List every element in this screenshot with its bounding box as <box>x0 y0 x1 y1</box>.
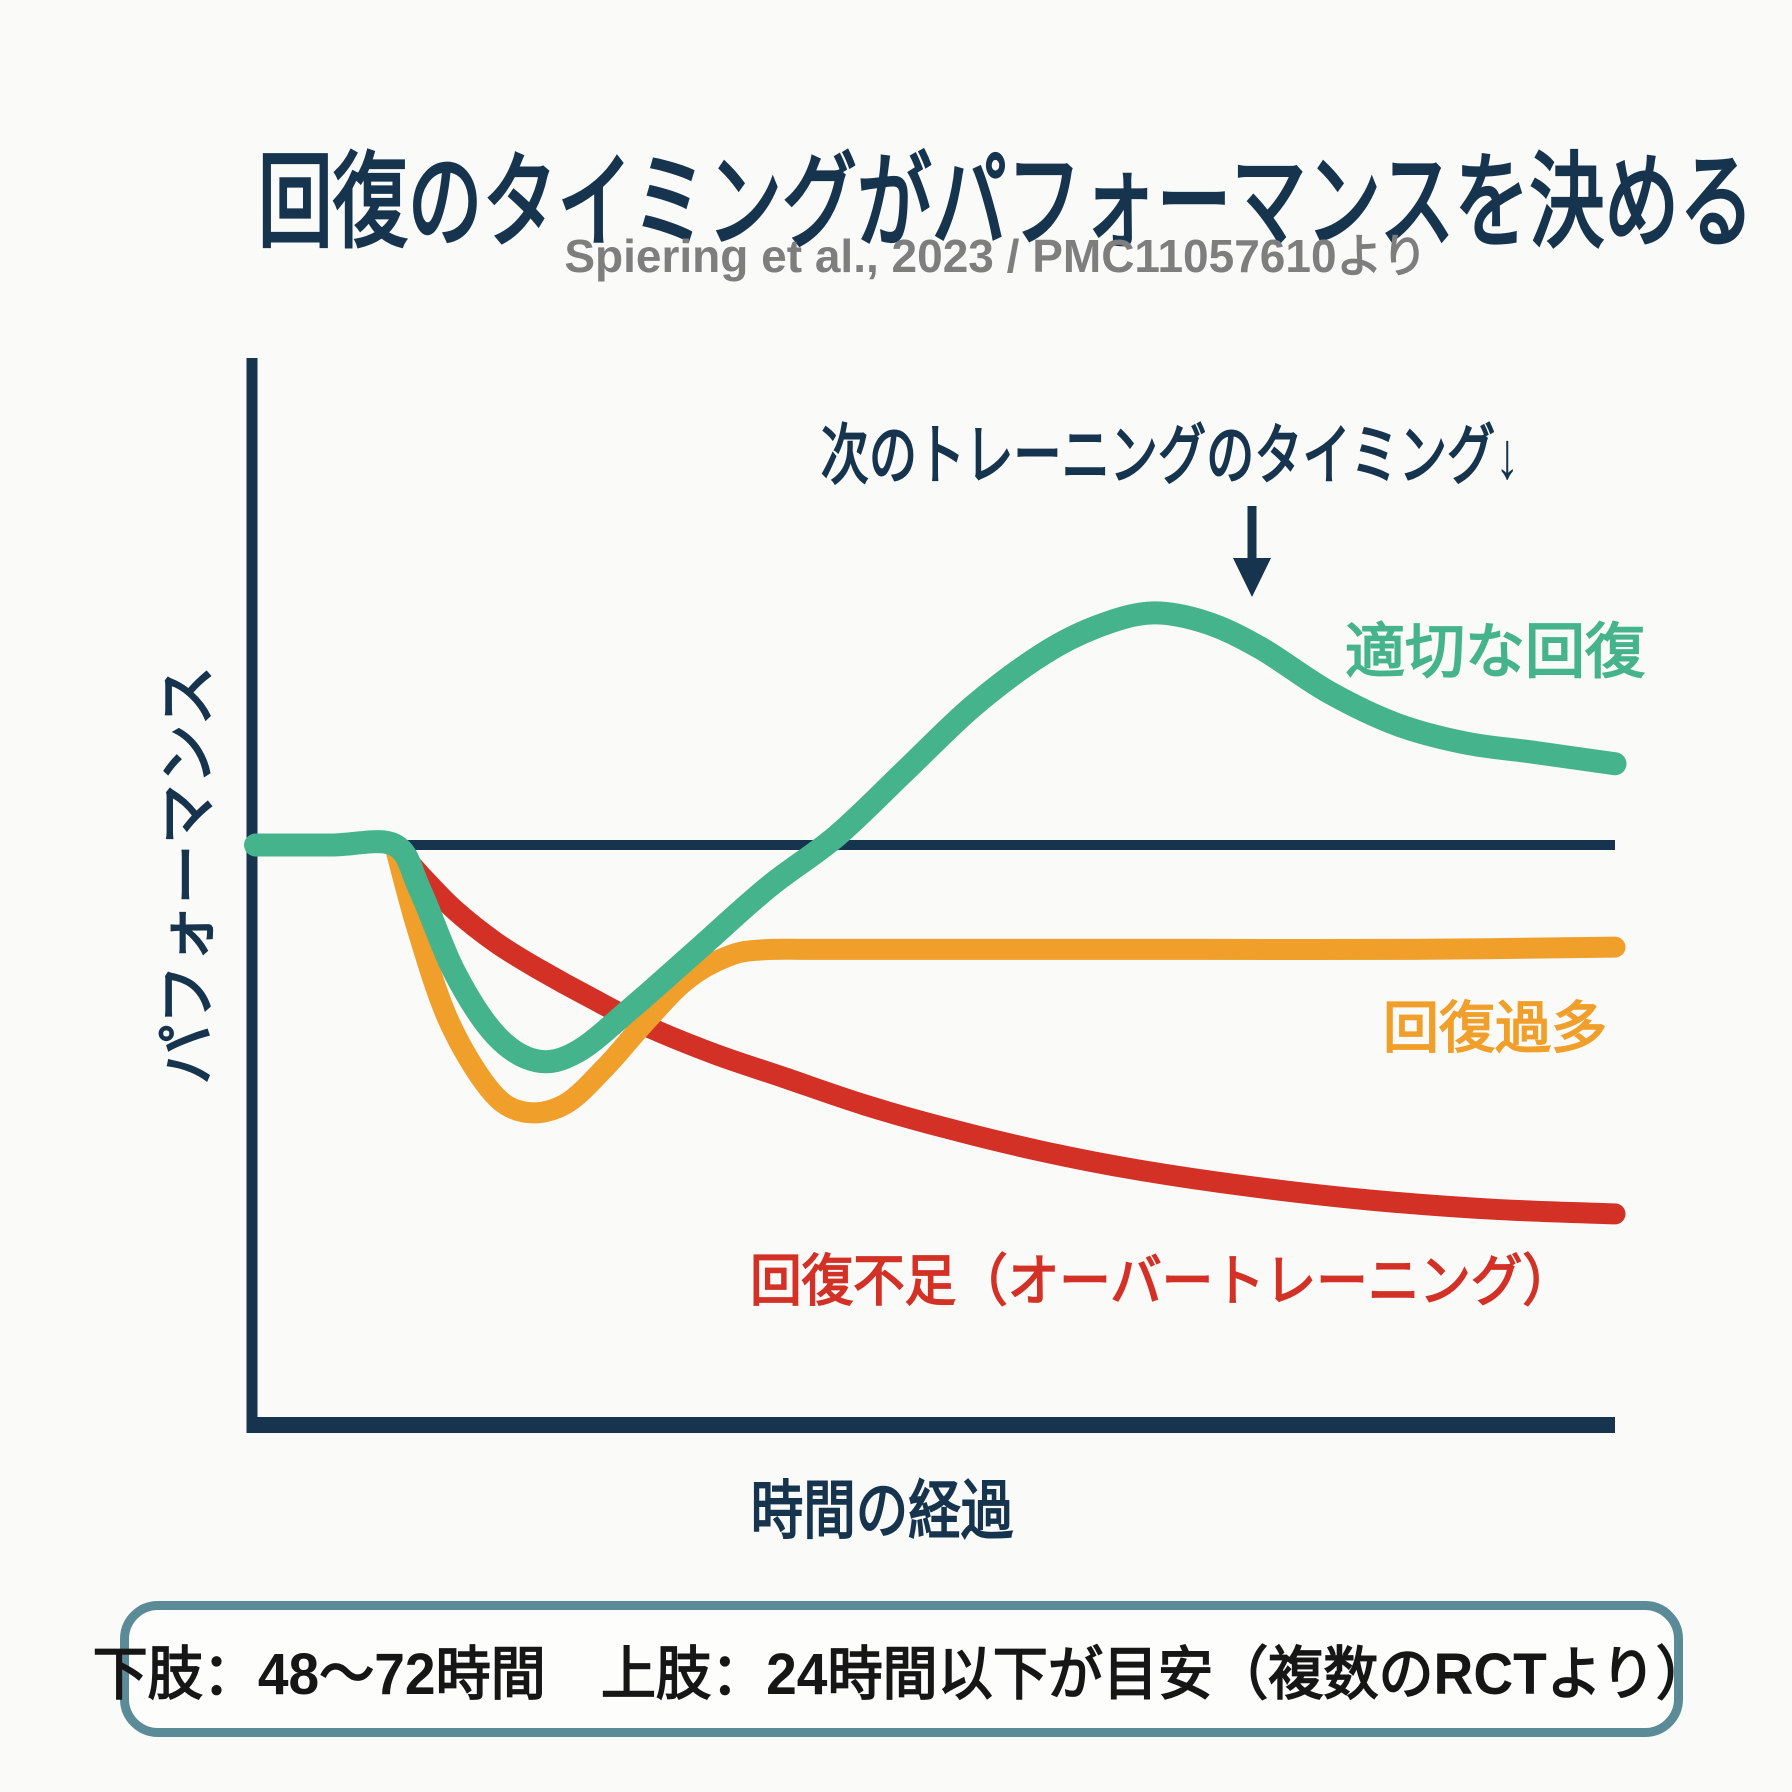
page-title-text: 回復のタイミングがパフォーマンスを決める <box>257 144 1755 261</box>
curve-適切な回復 <box>244 601 1627 1074</box>
curve-回復不足（オーバートレーニング） <box>384 834 1626 1225</box>
next-training-annotation-text: 次のトレーニングのタイミング↓ <box>820 418 1520 492</box>
y-axis-label: パフォーマンス <box>140 666 227 1085</box>
series-label-excess-recovery-text: 回復過多 <box>1383 996 1607 1060</box>
down-arrow-icon <box>1233 558 1271 597</box>
guideline-note-text: 下肢：48〜72時間 上肢：24時間以下が目安（複数のRCTより） <box>92 1642 1711 1707</box>
source-citation-text: Spiering et al., 2023 / PMC11057610より <box>564 230 1428 282</box>
series-label-excess-recovery: 回復過多 <box>1383 984 1607 1065</box>
series-label-proper-recovery: 適切な回復 <box>1345 604 1645 691</box>
y-axis-label-text: パフォーマンス <box>154 665 222 1085</box>
page-title: 回復のタイミングがパフォーマンスを決める <box>0 144 1759 261</box>
x-axis-label-text: 時間の経過 <box>750 1475 1014 1547</box>
series-label-proper-recovery-text: 適切な回復 <box>1345 618 1645 686</box>
series-label-insufficient-recovery-text: 回復不足（オーバートレーニング） <box>750 1249 1574 1313</box>
x-axis-label: 時間の経過 <box>722 1460 1042 1552</box>
curve-回復過多 <box>384 834 1626 1124</box>
series-label-insufficient-recovery: 回復不足（オーバートレーニング） <box>714 1237 1609 1318</box>
source-citation: Spiering et al., 2023 / PMC11057610より <box>100 220 1792 286</box>
guideline-note-box: 下肢：48〜72時間 上肢：24時間以下が目安（複数のRCTより） <box>92 1601 1711 1737</box>
next-training-annotation: 次のトレーニングのタイミング↓ <box>692 402 1649 498</box>
